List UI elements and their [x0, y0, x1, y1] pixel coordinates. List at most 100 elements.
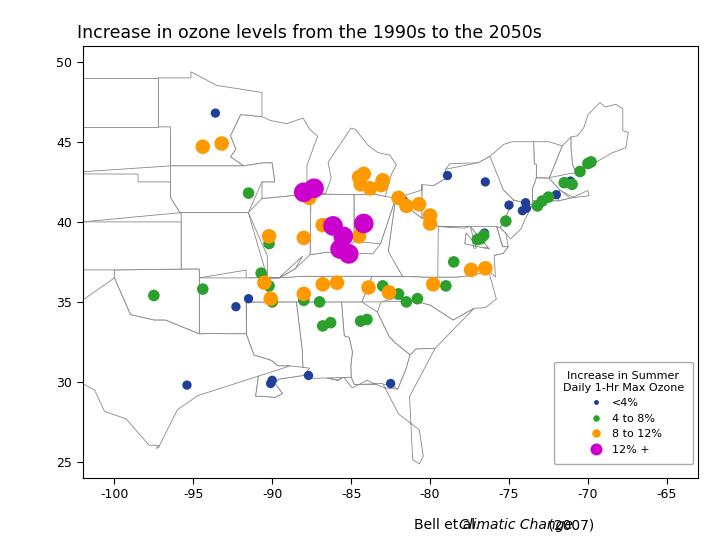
Point — [426, 210, 437, 218]
Polygon shape — [114, 269, 199, 334]
Point — [334, 245, 346, 253]
Point — [392, 193, 404, 202]
Point — [302, 371, 314, 380]
Point — [575, 167, 586, 176]
Point — [551, 191, 562, 199]
Point — [327, 221, 338, 230]
Point — [358, 219, 369, 228]
Point — [331, 279, 343, 287]
Polygon shape — [9, 278, 290, 449]
Polygon shape — [267, 276, 404, 302]
Point — [298, 188, 310, 197]
Point — [531, 201, 543, 210]
Point — [424, 211, 436, 220]
Point — [230, 302, 242, 311]
Point — [355, 317, 366, 326]
Polygon shape — [571, 103, 629, 172]
Point — [428, 280, 439, 288]
Polygon shape — [279, 198, 402, 278]
Point — [298, 289, 310, 298]
Point — [521, 204, 532, 213]
Point — [448, 258, 459, 266]
Point — [148, 291, 160, 300]
Point — [355, 180, 366, 188]
Point — [197, 143, 209, 151]
Point — [266, 376, 278, 384]
Point — [440, 281, 451, 290]
Point — [256, 269, 267, 278]
Point — [343, 249, 354, 258]
Point — [536, 197, 548, 205]
Point — [317, 280, 328, 288]
Point — [478, 231, 490, 240]
Point — [298, 296, 310, 305]
Polygon shape — [547, 137, 578, 178]
Polygon shape — [310, 194, 354, 255]
Polygon shape — [500, 200, 533, 239]
Point — [364, 184, 376, 193]
Polygon shape — [0, 270, 67, 386]
Point — [503, 201, 515, 210]
Legend: <4%, 4 to 8%, 8 to 12%, 12% +: <4%, 4 to 8%, 8 to 12%, 12% + — [554, 362, 693, 464]
Point — [564, 177, 576, 185]
Point — [377, 281, 389, 290]
Polygon shape — [297, 302, 352, 379]
Point — [400, 201, 412, 210]
Polygon shape — [388, 198, 470, 277]
Point — [377, 176, 389, 185]
Point — [383, 288, 395, 296]
Point — [413, 200, 425, 208]
Point — [354, 173, 365, 181]
Point — [474, 234, 486, 243]
Point — [582, 159, 594, 168]
Point — [314, 298, 325, 306]
Point — [243, 294, 254, 303]
Point — [543, 193, 554, 201]
Point — [354, 232, 365, 241]
Polygon shape — [0, 127, 50, 206]
Point — [264, 232, 275, 241]
Point — [265, 294, 276, 303]
Point — [181, 381, 193, 389]
Point — [480, 264, 491, 273]
Polygon shape — [209, 334, 310, 397]
Polygon shape — [158, 72, 262, 166]
Polygon shape — [248, 194, 311, 278]
Point — [500, 217, 512, 225]
Polygon shape — [82, 222, 181, 270]
Point — [392, 289, 404, 298]
Point — [264, 281, 275, 290]
Polygon shape — [50, 78, 158, 127]
Polygon shape — [0, 206, 82, 270]
Point — [472, 235, 483, 244]
Polygon shape — [465, 226, 508, 255]
Polygon shape — [50, 127, 171, 174]
Polygon shape — [199, 278, 267, 361]
Point — [375, 181, 387, 190]
Polygon shape — [341, 302, 410, 389]
Point — [264, 239, 275, 248]
Text: Bell et al.: Bell et al. — [414, 518, 484, 532]
Text: (2007): (2007) — [544, 518, 594, 532]
Point — [304, 193, 315, 202]
Point — [567, 180, 578, 188]
Polygon shape — [534, 141, 562, 178]
Point — [412, 294, 423, 303]
Polygon shape — [362, 271, 496, 320]
Point — [308, 184, 320, 193]
Point — [480, 178, 491, 186]
Point — [566, 178, 577, 187]
Point — [258, 279, 270, 287]
Polygon shape — [497, 226, 508, 247]
Point — [585, 158, 597, 166]
Point — [266, 298, 278, 306]
Text: Climatic Change: Climatic Change — [459, 518, 573, 532]
Point — [210, 109, 221, 117]
Polygon shape — [533, 178, 589, 201]
Polygon shape — [230, 114, 318, 199]
Polygon shape — [171, 163, 275, 213]
Polygon shape — [559, 190, 570, 201]
Polygon shape — [310, 348, 435, 464]
Point — [384, 379, 396, 388]
Point — [363, 283, 374, 292]
